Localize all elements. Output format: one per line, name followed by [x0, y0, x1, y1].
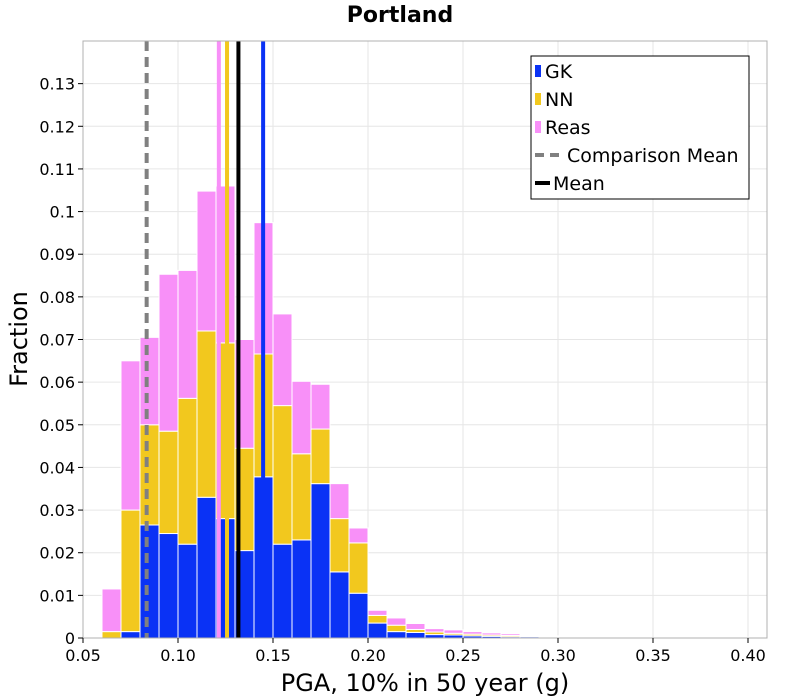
x-tick-label: 0.10	[160, 646, 196, 665]
bar-reas	[139, 336, 160, 426]
bar-nn	[367, 614, 388, 624]
bar-gk	[272, 543, 293, 639]
x-tick-label: 0.20	[350, 646, 386, 665]
bar-gk	[329, 571, 350, 639]
y-tick-label: 0.05	[39, 416, 75, 435]
bar-reas	[443, 629, 464, 634]
bar-nn	[101, 631, 122, 639]
bar-gk	[367, 622, 388, 639]
bar-reas	[386, 617, 407, 626]
bar-gk	[424, 634, 445, 639]
bar-reas	[500, 633, 521, 636]
bar-gk	[139, 524, 160, 639]
bar-gk	[158, 533, 179, 639]
y-tick-label: 0	[65, 629, 75, 648]
bar-reas	[272, 313, 293, 407]
bar-nn	[329, 518, 350, 573]
legend-swatch-nn	[535, 93, 541, 105]
x-tick-label: 0.15	[255, 646, 291, 665]
bar-reas	[424, 628, 445, 633]
x-axis-ticks: 0.05 0.10 0.15 0.20 0.25 0.30 0.35 0.40	[65, 638, 766, 665]
x-axis-label: PGA, 10% in 50 year (g)	[281, 669, 570, 697]
bar-gk	[120, 631, 141, 639]
bar-reas	[177, 269, 198, 399]
bar-nn	[291, 453, 312, 541]
y-tick-label: 0.03	[39, 501, 75, 520]
y-tick-label: 0.06	[39, 373, 75, 392]
bar-reas	[120, 360, 141, 511]
chart-title: Portland	[347, 3, 453, 28]
y-tick-label: 0.1	[50, 203, 75, 222]
y-tick-label: 0.01	[39, 586, 75, 605]
legend-label: NN	[545, 89, 573, 111]
legend: GK NN Reas Comparison Mean Mean	[530, 55, 750, 200]
bar-gk	[177, 543, 198, 639]
bar-nn	[348, 542, 369, 594]
bar-reas	[481, 632, 502, 636]
y-tick-label: 0.09	[39, 245, 75, 264]
legend-box	[530, 55, 750, 200]
bar-nn	[158, 430, 179, 535]
bar-reas	[519, 634, 540, 637]
bar-gk	[405, 631, 426, 639]
y-axis-label: Fraction	[5, 291, 33, 387]
bar-reas	[538, 635, 559, 638]
bar-reas	[367, 609, 388, 616]
bar-nn	[386, 624, 407, 633]
bar-nn	[177, 397, 198, 545]
x-tick-label: 0.35	[635, 646, 671, 665]
bar-reas	[405, 623, 426, 630]
bar-reas	[101, 588, 122, 633]
bar-reas	[348, 527, 369, 544]
bar-gk	[291, 539, 312, 639]
bar-reas	[196, 190, 217, 332]
legend-label: Reas	[545, 117, 591, 139]
legend-swatch-reas	[535, 121, 541, 133]
y-tick-label: 0.11	[39, 160, 75, 179]
y-tick-label: 0.07	[39, 331, 75, 350]
bar-gk	[310, 483, 331, 639]
bar-nn	[120, 509, 141, 633]
bar-reas	[291, 380, 312, 455]
bar-nn	[139, 424, 160, 526]
y-tick-label: 0.04	[39, 458, 75, 477]
y-tick-label: 0.08	[39, 288, 75, 307]
bar-nn	[310, 428, 331, 485]
bar-gk	[386, 631, 407, 639]
legend-label: GK	[545, 61, 573, 83]
bar-reas	[310, 383, 331, 430]
x-tick-label: 0.05	[65, 646, 101, 665]
mean-lines	[144, 41, 266, 638]
bar-reas	[158, 273, 179, 432]
bar-nn	[196, 330, 217, 498]
bar-nn	[272, 405, 293, 545]
x-tick-label: 0.25	[445, 646, 481, 665]
x-tick-label: 0.40	[730, 646, 766, 665]
y-tick-label: 0.02	[39, 544, 75, 563]
bar-reas	[462, 631, 483, 635]
y-tick-label: 0.13	[39, 75, 75, 94]
bar-gk	[196, 496, 217, 639]
legend-label: Comparison Mean	[567, 145, 739, 167]
y-tick-label: 0.12	[39, 117, 75, 136]
legend-label: Mean	[553, 173, 605, 195]
y-axis-ticks: 0 0.01 0.02 0.03 0.04 0.05 0.06 0.07 0.08 0.09 0.1…	[39, 75, 83, 648]
bar-gk	[348, 592, 369, 639]
bar-reas	[329, 483, 350, 520]
x-tick-label: 0.30	[540, 646, 576, 665]
legend-swatch-gk	[535, 65, 541, 77]
